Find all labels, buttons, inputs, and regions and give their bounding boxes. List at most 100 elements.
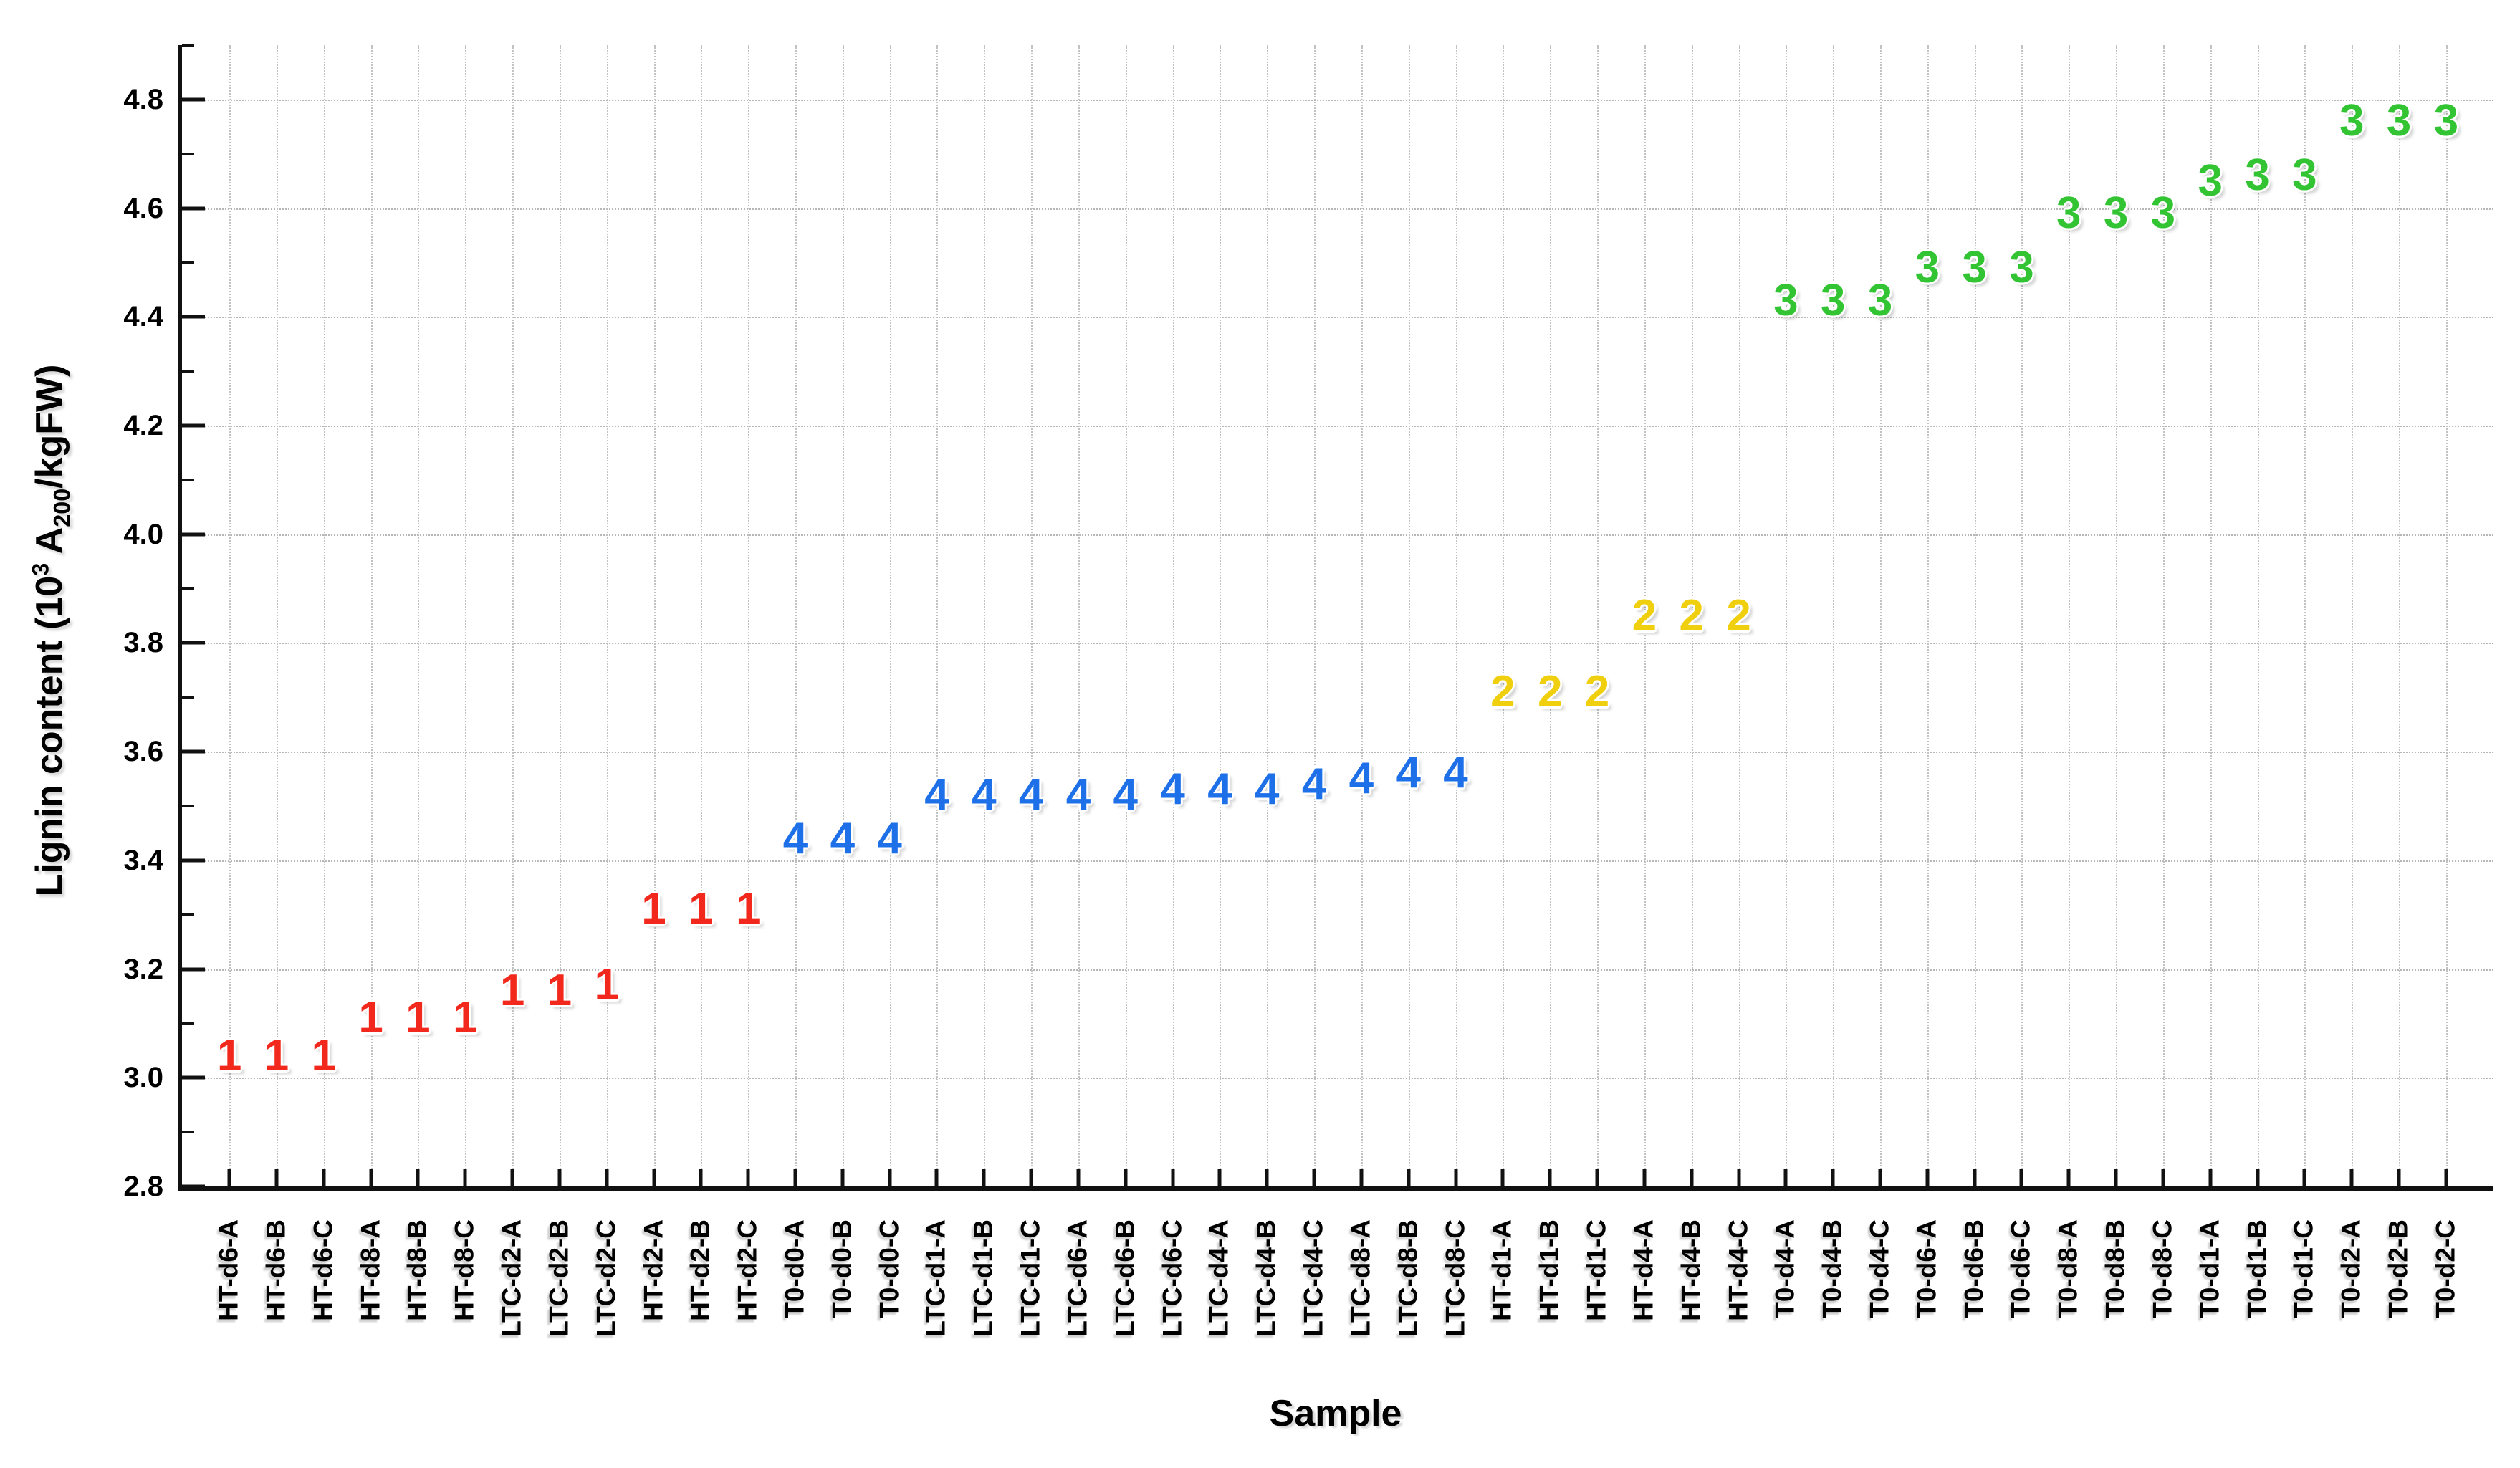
x-axis-tick [1783,1169,1788,1186]
x-tick-label: T0-d2-C [2430,1219,2461,1318]
y-tick-label: 2.8 [123,1171,163,1202]
x-grid-line [2257,45,2259,1186]
x-grid-line [1974,45,1976,1186]
data-point-marker: 3 [2245,150,2270,201]
data-point-marker: 2 [1726,590,1751,641]
x-axis-tick [274,1169,279,1186]
x-grid-line [1879,45,1882,1186]
data-point-marker: 3 [2292,150,2317,201]
x-tick-label: LTC-d1-A [921,1219,952,1337]
data-point-marker: 4 [782,813,808,863]
x-axis-tick [793,1169,797,1186]
x-grid-line [276,45,278,1186]
y-axis-minor-tick [182,152,194,155]
x-tick-label: LTC-d2-C [591,1219,621,1337]
x-grid-line [1172,45,1174,1186]
data-point-marker: 3 [2433,96,2459,146]
data-point-marker: 3 [1962,243,1987,292]
y-tick-label: 4.8 [123,83,163,115]
y-grid-line [182,425,2493,427]
x-grid-line [1220,45,1222,1186]
data-point-marker: 4 [1207,764,1232,815]
data-point-marker: 2 [1490,666,1515,716]
x-grid-line [229,45,231,1186]
data-point-marker: 1 [358,992,383,1042]
x-grid-line [1078,45,1080,1186]
data-point-marker: 1 [311,1030,337,1080]
data-point-marker: 4 [830,813,856,863]
x-tick-label: HT-d8-A [355,1219,385,1321]
y-axis-minor-tick [182,261,194,264]
y-grid-line [182,752,2493,754]
y-tick-label: 4.4 [123,301,163,333]
data-point-marker: 3 [1867,275,1893,325]
x-tick-label: HT-d8-C [449,1219,479,1321]
x-axis-tick [1359,1169,1364,1186]
y-grid-line [182,1078,2493,1080]
x-grid-line [984,45,986,1186]
y-axis-minor-tick [182,1022,194,1025]
y-axis-minor-tick [182,1131,194,1134]
y-axis-major-tick [182,1184,205,1189]
x-grid-line [1314,45,1316,1186]
y-axis-major-tick [182,423,205,428]
x-grid-line [1927,45,1929,1186]
x-axis-tick [1642,1169,1647,1186]
x-tick-label: HT-d6-A [214,1219,244,1321]
y-axis-minor-tick [182,696,194,699]
x-tick-label: HT-d4-A [1629,1219,1659,1321]
plot-area: 2.8 3.0 3.2 3.4 3.6 3.8 4.0 4.2 4.4 4.6 4.8 HT-d6-A… [123,44,2493,1337]
y-tick-label: 3.0 [123,1062,163,1094]
x-tick-label: LTC-d1-B [968,1219,998,1337]
y-axis-minor-tick [182,370,194,373]
x-tick-label: HT-d2-A [638,1219,669,1321]
data-point-marker: 1 [735,884,761,934]
data-point-marker: 4 [924,769,949,820]
y-axis-minor-tick [182,587,194,590]
x-tick-label: T0-d8-A [2053,1219,2083,1318]
data-point-marker: 1 [453,992,478,1042]
y-axis-minor-tick [182,44,194,47]
data-point-marker: 3 [1915,243,1940,292]
x-tick-label: T0-d0-A [780,1219,810,1318]
x-tick-label: HT-d1-C [1581,1219,1611,1321]
x-tick-label: T0-d8-B [2100,1219,2130,1318]
y-tick-label: 4.2 [123,409,163,441]
data-point-marker: 1 [216,1030,242,1080]
x-grid-line [370,45,373,1186]
x-grid-line [2116,45,2118,1186]
x-grid-line [323,45,325,1186]
x-grid-line [653,45,656,1186]
x-grid-line [2069,45,2071,1186]
y-axis-title: Lignin content (103 A200/kgFW) [28,365,76,897]
x-axis-tick [2161,1169,2165,1186]
x-axis-tick [2349,1169,2354,1186]
x-axis-tick [369,1169,373,1186]
x-tick-label: LTC-d6-A [1063,1219,1093,1337]
x-tick-label: LTC-d4-B [1251,1219,1281,1337]
x-axis-tick [2114,1169,2118,1186]
x-grid-line [842,45,844,1186]
x-grid-line [1597,45,1599,1186]
y-axis-major-tick [182,858,205,863]
x-grid-line [1408,45,1410,1186]
x-axis-tick [652,1169,656,1186]
x-axis-tick [1595,1169,1599,1186]
x-axis-tick [1029,1169,1033,1186]
x-tick-label: LTC-d4-C [1298,1219,1328,1337]
y-axis-major-tick [182,1075,205,1080]
x-grid-line [2210,45,2212,1186]
x-tick-label: HT-d2-B [686,1219,716,1321]
x-grid-line [1361,45,1363,1186]
y-axis-title-subscript: 200 [49,488,75,527]
x-grid-line [1644,45,1646,1186]
x-grid-line [606,45,608,1186]
y-grid-line [182,969,2493,971]
x-axis-tick [840,1169,845,1186]
x-tick-label: T0-d2-B [2383,1219,2413,1318]
x-grid-line [1550,45,1552,1186]
x-grid-line [1691,45,1693,1186]
x-axis-tick [2397,1169,2401,1186]
x-grid-line [559,45,561,1186]
